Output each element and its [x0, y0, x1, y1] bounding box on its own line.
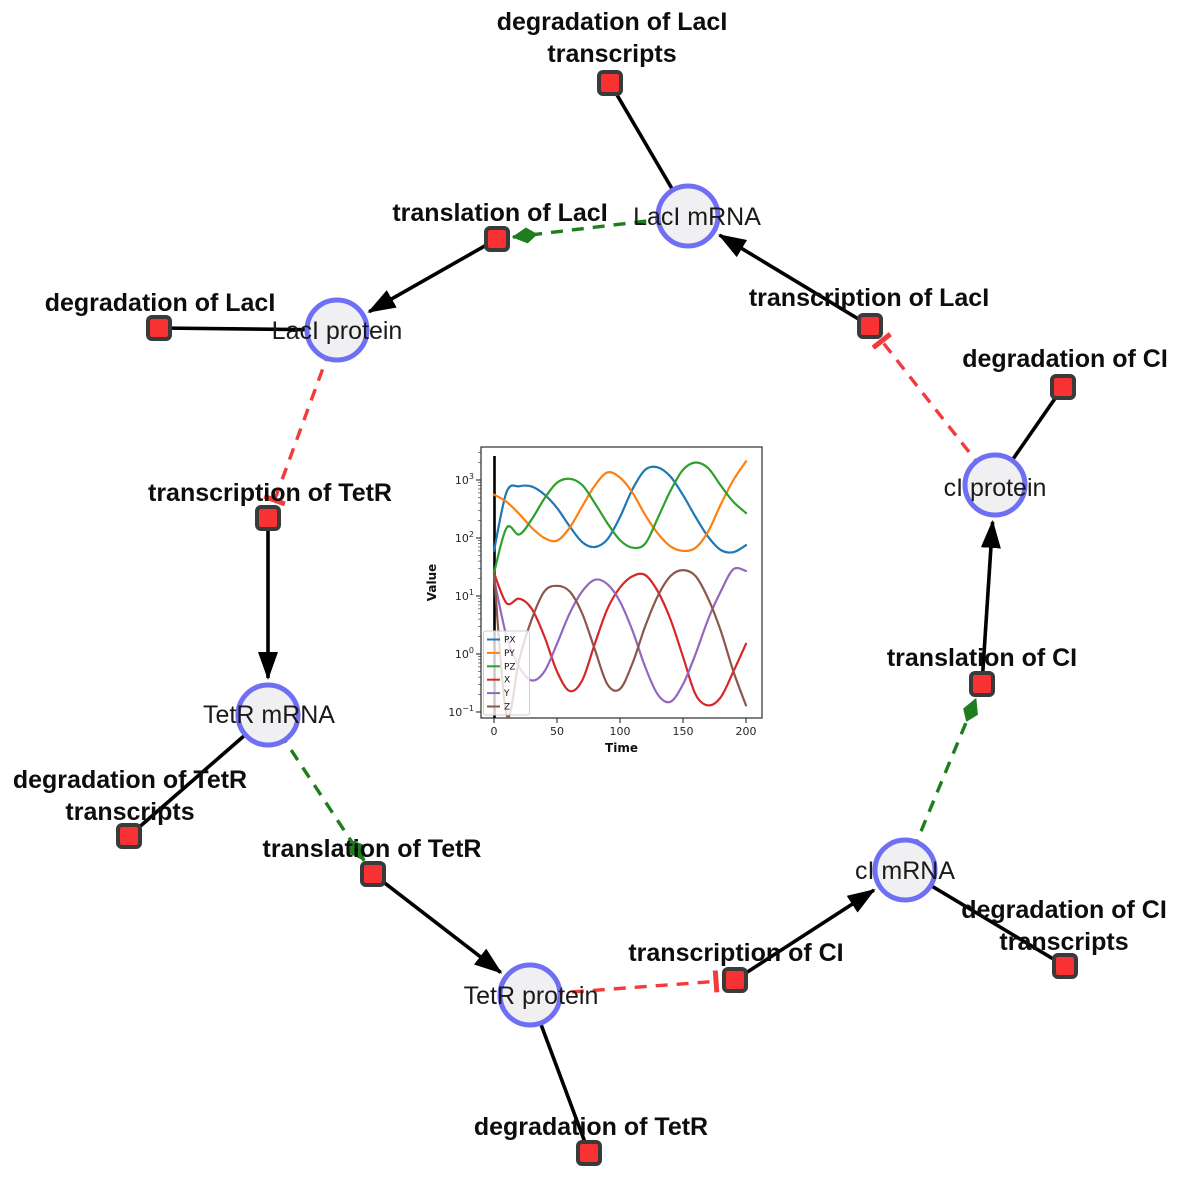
edge-transcription-of-laci-to-laci-mrna [717, 233, 871, 328]
node-labels: LacI mRNA LacI protein cI protein TetR mRNA… [13, 8, 1168, 1141]
reaction-label-transcription-of-tetr: transcription of TetR [148, 479, 392, 507]
chart-series-y [492, 566, 748, 704]
chart-xlabel: Time [605, 741, 638, 755]
chart-legend: PX PY PZ XYZ [483, 630, 530, 716]
edge-translation-of-tetr-to-tetr-protein [371, 872, 503, 974]
chart-y-tick-label: 101 [455, 588, 474, 603]
reaction-label-translation-of-tetr: translation of TetR [263, 835, 482, 863]
reaction-label-degradation-of-laci-transcripts: transcripts [547, 40, 676, 68]
reaction-label-degradation-of-tetr-transcripts: degradation of TetR [13, 766, 247, 794]
reaction-nodes [116, 70, 1078, 1166]
chart-ylabel: Value [425, 564, 439, 602]
chart-x-tick-label: 0 [491, 725, 498, 738]
species-label-tetr-protein: TetR protein [464, 982, 599, 1010]
edge-translation-of-laci-to-laci-protein [367, 237, 498, 314]
reaction-label-degradation-of-ci-transcripts: transcripts [999, 928, 1128, 956]
reaction-label-degradation-of-laci-transcripts: degradation of LacI [497, 8, 728, 36]
chart-y-tick-label: 100 [455, 646, 474, 661]
chart-series-pz [492, 461, 748, 574]
chart-y-tick-label: 103 [455, 472, 474, 487]
edge-translation-of-ci-to-ci-protein [980, 519, 1001, 685]
species-label-ci-protein: cI protein [944, 474, 1047, 502]
legend-label-pz: PZ [504, 662, 516, 672]
reaction-label-degradation-of-tetr: degradation of TetR [474, 1113, 708, 1141]
species-label-ci-mrna: cI mRNA [855, 857, 955, 885]
reaction-label-translation-of-laci: translation of LacI [392, 199, 607, 227]
reaction-label-translation-of-ci: translation of CI [887, 644, 1077, 672]
chart-series-x [492, 571, 748, 707]
reaction-node-degradation-of-ci[interactable] [1050, 374, 1076, 400]
reaction-label-degradation-of-laci: degradation of LacI [45, 289, 276, 317]
reaction-label-degradation-of-tetr-transcripts: transcripts [65, 798, 194, 826]
reaction-node-transcription-of-tetr[interactable] [255, 505, 281, 531]
species-node-tetr-mrna[interactable] [235, 682, 301, 748]
reaction-node-degradation-of-laci-transcripts[interactable] [597, 70, 623, 96]
species-label-laci-mrna: LacI mRNA [633, 203, 761, 231]
reaction-node-degradation-of-laci[interactable] [146, 315, 172, 341]
reaction-label-transcription-of-ci: transcription of CI [628, 939, 843, 967]
species-node-tetr-protein[interactable] [497, 962, 563, 1028]
legend-label-px: PX [504, 636, 516, 646]
legend-label-x: X [504, 676, 510, 686]
chart-plot-area [480, 446, 763, 719]
reaction-node-translation-of-ci[interactable] [969, 671, 995, 697]
species-label-tetr-mrna: TetR mRNA [203, 701, 335, 729]
reaction-node-degradation-of-ci-transcripts[interactable] [1052, 953, 1078, 979]
reaction-node-degradation-of-tetr-transcripts[interactable] [116, 823, 142, 849]
legend-label-y: Y [503, 689, 510, 699]
reaction-node-translation-of-tetr[interactable] [360, 861, 386, 887]
chart-x-tick-label: 50 [550, 725, 564, 738]
edge-transcription-of-ci-to-ci-mrna [734, 888, 876, 982]
chart-y-tick-label: 102 [455, 530, 474, 545]
reaction-node-transcription-of-ci[interactable] [722, 967, 748, 993]
chart-y-tick-label: 10−1 [448, 704, 474, 719]
inset-chart: 0 50 100 150 20010−1100101102103TimeValuePXP… [425, 446, 763, 755]
chart-series-px [492, 465, 748, 554]
species-label-laci-protein: LacI protein [272, 317, 403, 345]
reaction-label-degradation-of-ci-transcripts: degradation of CI [961, 896, 1167, 924]
chart-series-lines [492, 460, 748, 718]
reaction-node-translation-of-laci[interactable] [484, 226, 510, 252]
chart-x-tick-label: 200 [736, 725, 757, 738]
chart-series-z [492, 569, 748, 718]
chart-x-tick-label: 150 [673, 725, 694, 738]
legend-label-z: Z [504, 703, 510, 713]
reaction-node-transcription-of-laci[interactable] [857, 313, 883, 339]
species-node-ci-mrna[interactable] [872, 837, 938, 903]
species-node-laci-protein[interactable] [304, 297, 370, 363]
reaction-node-degradation-of-tetr[interactable] [576, 1140, 602, 1166]
legend-label-py: PY [504, 649, 515, 659]
reaction-label-degradation-of-ci: degradation of CI [962, 345, 1168, 373]
reaction-label-transcription-of-laci: transcription of LacI [749, 284, 989, 312]
species-nodes [235, 183, 1028, 1028]
species-node-laci-mrna[interactable] [655, 183, 721, 249]
species-node-ci-protein[interactable] [962, 452, 1028, 518]
chart-x-tick-label: 100 [610, 725, 631, 738]
chart-series-py [492, 460, 748, 553]
